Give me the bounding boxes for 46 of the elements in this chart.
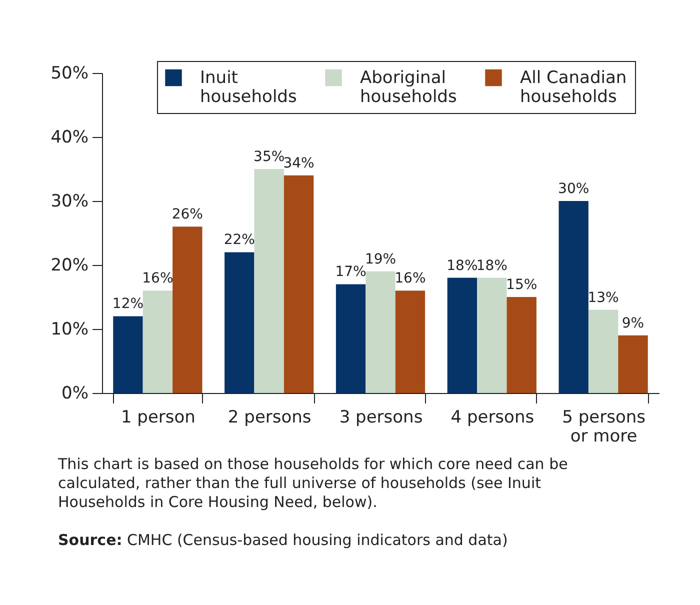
bar: [254, 169, 284, 393]
bar: [447, 278, 478, 393]
data-label: 26%: [172, 206, 203, 223]
bar: [395, 290, 426, 393]
source-note: Source: CMHC (Census-based housing indicators and data): [58, 531, 509, 550]
y-tick-label: 0%: [62, 384, 88, 404]
data-label: 13%: [588, 290, 619, 306]
data-label: 16%: [142, 270, 174, 287]
y-tick-label: 10%: [50, 320, 88, 340]
legend-label: All Canadian households: [520, 68, 627, 107]
data-label: 18%: [446, 258, 478, 274]
y-tick-label: 40%: [50, 128, 88, 148]
x-tick-label: 1 person: [120, 408, 196, 428]
data-label: 34%: [283, 155, 314, 172]
text: This chart is based on those households for which core need can be calculated, rather than the full universe of households (see Inuit Households in Core Housing Need, below).: [58, 455, 569, 512]
bar: [142, 290, 173, 393]
y-tick-label: 50%: [50, 64, 88, 84]
data-label: 18%: [476, 258, 508, 274]
x-tick-label: 5 persons or more: [562, 408, 646, 446]
data-label: 16%: [394, 270, 426, 287]
data-label: 22%: [224, 232, 255, 248]
bar: [618, 335, 648, 393]
bar: [588, 310, 618, 393]
bar: [284, 175, 314, 393]
bar: [224, 252, 254, 393]
bar: [366, 271, 396, 393]
x-tick-label: 3 persons: [339, 408, 423, 428]
legend-label: Inuit households: [200, 68, 297, 107]
data-label: 12%: [112, 296, 144, 312]
bar: [558, 201, 588, 393]
data-label: 35%: [254, 149, 285, 165]
legend-label: Aboriginal households: [360, 68, 457, 107]
y-tick-label: 20%: [50, 256, 88, 276]
bar: [172, 226, 202, 393]
x-tick-label: 2 persons: [228, 408, 312, 428]
y-tick-label: 30%: [50, 192, 88, 212]
bar: [477, 278, 507, 393]
bar: [336, 284, 366, 393]
x-tick-label: 4 persons: [450, 408, 534, 428]
data-label: 15%: [506, 277, 538, 293]
bar: [113, 316, 143, 393]
data-label: 9%: [622, 315, 644, 332]
data-label: 17%: [335, 264, 366, 280]
bar: [506, 297, 536, 393]
data-label: 30%: [558, 181, 590, 197]
data-label: 19%: [364, 251, 396, 268]
